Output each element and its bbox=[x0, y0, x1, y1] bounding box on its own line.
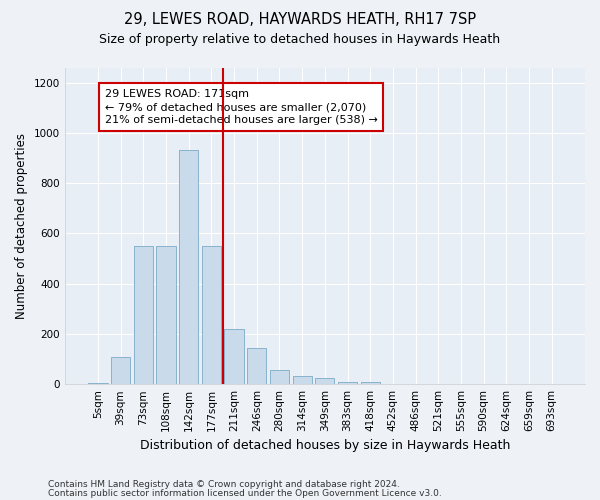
Bar bbox=[361, 382, 380, 384]
Bar bbox=[111, 356, 130, 384]
Y-axis label: Number of detached properties: Number of detached properties bbox=[15, 133, 28, 319]
Bar bbox=[202, 246, 221, 384]
Text: Contains HM Land Registry data © Crown copyright and database right 2024.: Contains HM Land Registry data © Crown c… bbox=[48, 480, 400, 489]
Bar bbox=[247, 348, 266, 384]
Bar bbox=[88, 383, 107, 384]
Bar bbox=[270, 370, 289, 384]
Text: 29 LEWES ROAD: 171sqm
← 79% of detached houses are smaller (2,070)
21% of semi-d: 29 LEWES ROAD: 171sqm ← 79% of detached … bbox=[105, 89, 377, 126]
Bar bbox=[224, 329, 244, 384]
Bar bbox=[134, 246, 153, 384]
Text: 29, LEWES ROAD, HAYWARDS HEATH, RH17 7SP: 29, LEWES ROAD, HAYWARDS HEATH, RH17 7SP bbox=[124, 12, 476, 28]
Bar bbox=[293, 376, 312, 384]
Text: Contains public sector information licensed under the Open Government Licence v3: Contains public sector information licen… bbox=[48, 489, 442, 498]
Bar bbox=[157, 246, 176, 384]
Text: Size of property relative to detached houses in Haywards Heath: Size of property relative to detached ho… bbox=[100, 32, 500, 46]
Bar bbox=[338, 382, 357, 384]
X-axis label: Distribution of detached houses by size in Haywards Heath: Distribution of detached houses by size … bbox=[140, 440, 510, 452]
Bar bbox=[179, 150, 199, 384]
Bar bbox=[315, 378, 334, 384]
